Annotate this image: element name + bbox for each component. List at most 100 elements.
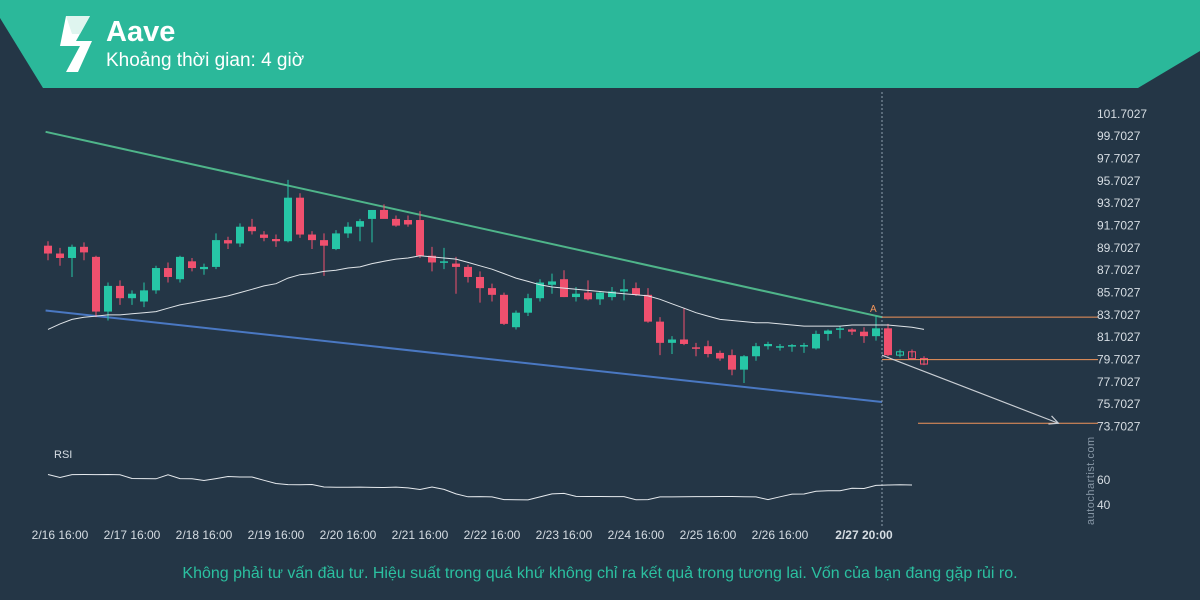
candle-body [128, 293, 136, 299]
candle-body [524, 298, 532, 313]
header-banner [0, 0, 1200, 88]
price-tick-label: 95.7027 [1097, 174, 1141, 188]
candle-body [92, 256, 100, 312]
time-tick-label: 2/17 16:00 [104, 528, 161, 542]
candle-body [236, 226, 244, 244]
candle-body [608, 291, 616, 298]
resistance-line [45, 130, 883, 319]
candle-body [716, 352, 724, 359]
disclaimer-text: Không phải tư vấn đầu tư. Hiệu suất tron… [182, 565, 1018, 582]
price-tick-label: 75.7027 [1097, 397, 1141, 411]
projection-candle [920, 357, 928, 365]
time-tick-label: 2/24 16:00 [608, 528, 665, 542]
support-line [45, 309, 883, 404]
rsi-tick-label: 60 [1097, 473, 1111, 487]
time-axis: 2/16 16:00 2/17 16:00 2/18 16:00 2/19 16:00… [32, 528, 893, 542]
candle-body [416, 220, 424, 256]
candle-body [488, 288, 496, 295]
candle-body [200, 266, 208, 270]
candle-body [80, 246, 88, 253]
candle-body [824, 330, 832, 334]
candle-body [500, 294, 508, 324]
trend-lines [45, 130, 883, 404]
candle-body [104, 285, 112, 312]
time-tick-label: 2/19 16:00 [248, 528, 305, 542]
candle-body [872, 328, 880, 337]
candle-body [272, 239, 280, 242]
candle-body [452, 263, 460, 267]
candle-body [140, 290, 148, 302]
candle-body [536, 282, 544, 299]
rsi-line [47, 473, 913, 501]
candle-body [380, 209, 388, 219]
time-tick-label: 2/18 16:00 [176, 528, 233, 542]
moving-average-line [47, 255, 925, 330]
candle-body [320, 240, 328, 246]
time-tick-label: 2/20 16:00 [320, 528, 377, 542]
time-tick-label: 2/22 16:00 [464, 528, 521, 542]
candle-body [176, 256, 184, 280]
time-tick-label: 2/16 16:00 [32, 528, 89, 542]
price-tick-label: 85.7027 [1097, 286, 1141, 300]
candle-body [116, 285, 124, 299]
price-tick-label: 87.7027 [1097, 263, 1141, 277]
candle-body [440, 261, 448, 263]
price-tick-label: 93.7027 [1097, 196, 1141, 210]
price-tick-label: 89.7027 [1097, 241, 1141, 255]
candle-body [644, 294, 652, 322]
time-tick-label: 2/21 16:00 [392, 528, 449, 542]
candle-body [164, 268, 172, 277]
candle-body [284, 197, 292, 242]
price-tick-label: 73.7027 [1097, 420, 1141, 434]
candle-body [572, 293, 580, 298]
candle-body [332, 233, 340, 250]
candle-body [848, 329, 856, 332]
candle-body [800, 345, 808, 347]
candle-body [656, 321, 664, 343]
price-tick-label: 101.7027 [1097, 107, 1147, 121]
candle-body [668, 339, 676, 343]
candle-body [44, 245, 52, 254]
price-axis: 101.7027 99.7027 97.7027 95.7027 93.7027 91.7… [1097, 107, 1147, 434]
candle-body [548, 281, 556, 285]
candle-body [776, 346, 784, 348]
candle-body [680, 339, 688, 344]
moving-average [47, 255, 925, 330]
page-title: Aave [106, 16, 176, 48]
candle-body [368, 209, 376, 219]
candle-body [404, 220, 412, 225]
page-subtitle: Khoảng thời gian: 4 giờ [106, 50, 305, 71]
candle-body [596, 292, 604, 300]
rsi-tick-label: 40 [1097, 498, 1111, 512]
time-tick-label: 2/23 16:00 [536, 528, 593, 542]
candle-body [152, 268, 160, 291]
candle-body [464, 266, 472, 277]
candlestick-series [44, 179, 928, 384]
pattern-point-label: A [870, 304, 877, 315]
candle-body [392, 218, 400, 226]
candle-body [260, 234, 268, 238]
price-tick-label: 81.7027 [1097, 330, 1141, 344]
candle-body [224, 240, 232, 244]
candle-body [812, 333, 820, 349]
price-tick-label: 83.7027 [1097, 308, 1141, 322]
candle-body [836, 328, 844, 330]
pattern-overlay: A [870, 92, 1098, 528]
candle-body [728, 355, 736, 370]
rsi-label: RSI [54, 449, 72, 461]
candle-body [428, 255, 436, 263]
candle-body [248, 226, 256, 232]
candle-body [512, 312, 520, 328]
time-tick-label: 2/26 16:00 [752, 528, 809, 542]
time-tick-label: 2/25 16:00 [680, 528, 737, 542]
candle-body [296, 197, 304, 235]
candle-body [620, 289, 628, 292]
candle-body [692, 347, 700, 349]
projection-candle [908, 351, 916, 359]
candle-body [860, 331, 868, 337]
candle-body [308, 234, 316, 241]
candle-body [476, 276, 484, 289]
candle-body [584, 292, 592, 300]
candle-body [632, 288, 640, 295]
